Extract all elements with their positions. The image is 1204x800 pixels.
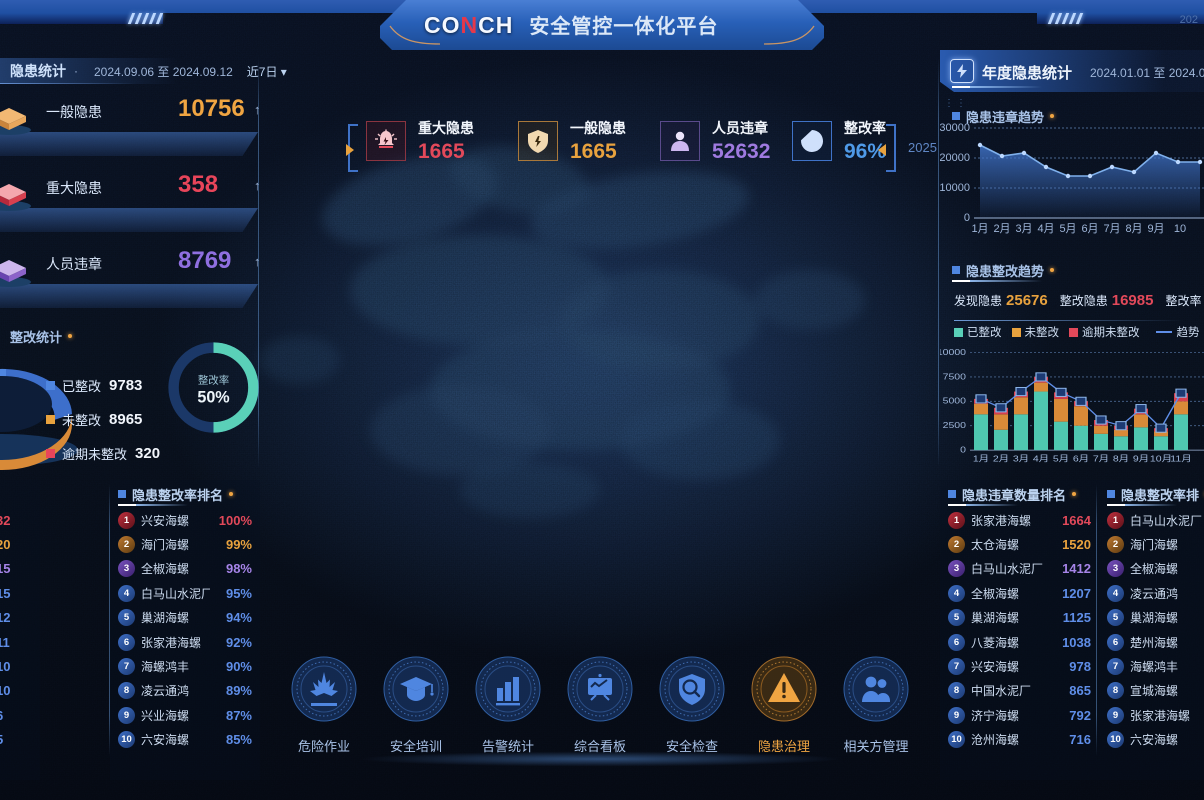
svg-text:5月: 5月: [1059, 223, 1076, 235]
svg-text:10月: 10月: [1150, 454, 1172, 464]
svg-text:9月: 9月: [1147, 223, 1164, 235]
svg-text:1月: 1月: [973, 454, 989, 464]
svg-text:2月: 2月: [993, 223, 1010, 235]
svg-text:整改率: 整改率: [198, 374, 229, 387]
svg-text:5000: 5000: [943, 397, 966, 407]
svg-text:6月: 6月: [1073, 454, 1089, 464]
svg-text:50%: 50%: [197, 389, 229, 407]
svg-text:10000: 10000: [940, 348, 966, 358]
svg-text:0: 0: [964, 212, 970, 224]
svg-text:10000: 10000: [940, 182, 970, 194]
svg-text:8月: 8月: [1113, 454, 1129, 464]
svg-text:7500: 7500: [943, 372, 966, 382]
svg-text:9月: 9月: [1133, 454, 1149, 464]
svg-text:7月: 7月: [1103, 223, 1120, 235]
svg-text:10: 10: [1174, 223, 1186, 235]
svg-text:4月: 4月: [1033, 454, 1049, 464]
svg-text:4月: 4月: [1037, 223, 1054, 235]
svg-text:7月: 7月: [1093, 454, 1109, 464]
svg-text:2月: 2月: [993, 454, 1009, 464]
svg-text:3月: 3月: [1013, 454, 1029, 464]
svg-text:1月: 1月: [971, 223, 988, 235]
svg-text:20000: 20000: [940, 152, 970, 164]
svg-text:3月: 3月: [1015, 223, 1032, 235]
svg-text:6月: 6月: [1081, 223, 1098, 235]
svg-text:5月: 5月: [1053, 454, 1069, 464]
svg-text:11月: 11月: [1170, 454, 1191, 464]
svg-text:30000: 30000: [940, 122, 970, 134]
svg-text:8月: 8月: [1125, 223, 1142, 235]
svg-text:2500: 2500: [943, 421, 966, 431]
svg-text:0: 0: [960, 445, 966, 455]
